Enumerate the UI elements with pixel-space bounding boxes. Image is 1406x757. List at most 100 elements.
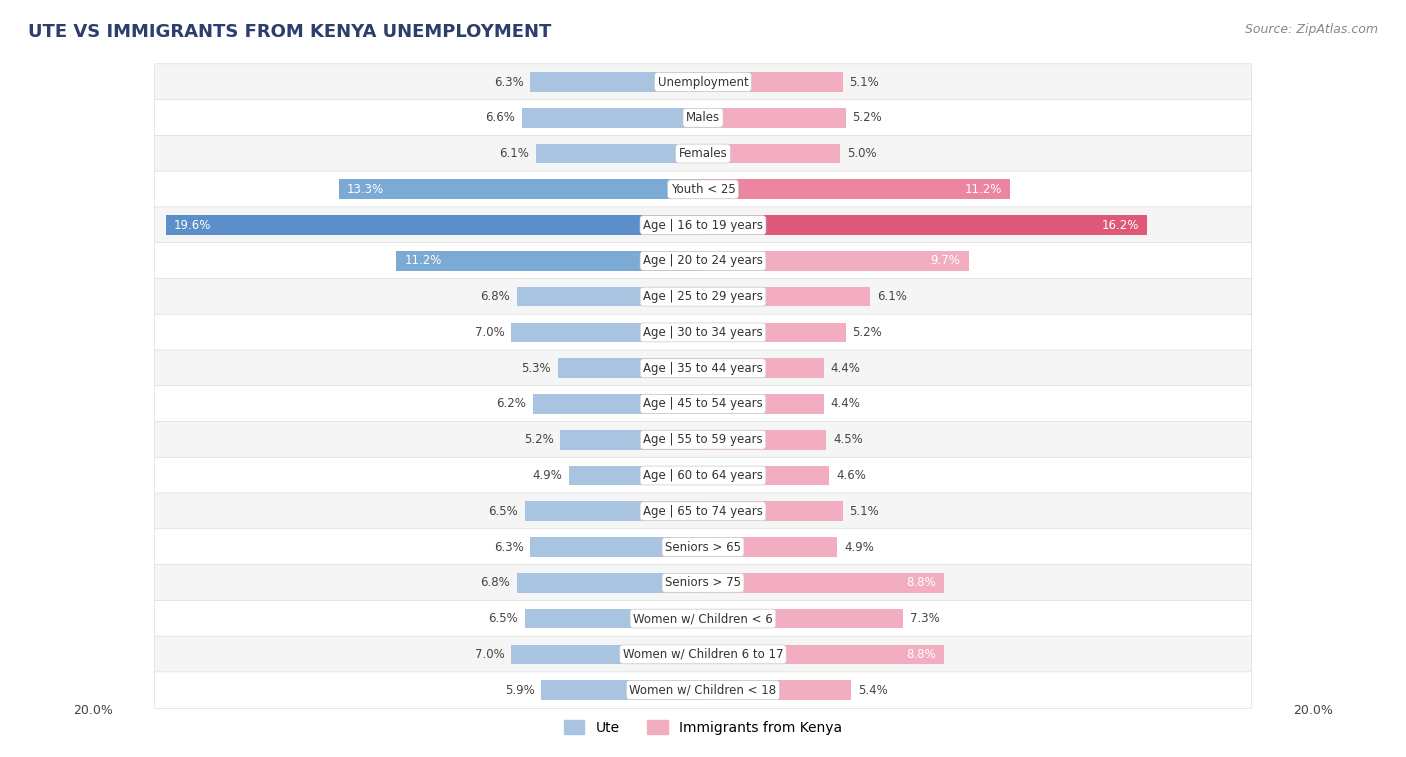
Bar	[512, 322, 703, 342]
Text: Females: Females	[679, 147, 727, 160]
Text: 5.3%: 5.3%	[522, 362, 551, 375]
Text: Seniors > 75: Seniors > 75	[665, 576, 741, 589]
FancyBboxPatch shape	[155, 314, 1251, 350]
Text: Source: ZipAtlas.com: Source: ZipAtlas.com	[1244, 23, 1378, 36]
Text: 4.5%: 4.5%	[834, 433, 863, 446]
Text: 6.3%: 6.3%	[494, 540, 523, 553]
Bar	[516, 573, 703, 593]
Bar	[530, 72, 703, 92]
Text: 5.2%: 5.2%	[524, 433, 554, 446]
Bar	[530, 537, 703, 557]
FancyBboxPatch shape	[155, 457, 1251, 494]
Bar	[703, 358, 824, 378]
Text: Age | 60 to 64 years: Age | 60 to 64 years	[643, 469, 763, 482]
Text: 6.8%: 6.8%	[479, 290, 510, 303]
Text: 5.2%: 5.2%	[852, 111, 882, 124]
Bar	[703, 681, 851, 700]
Bar	[568, 466, 703, 485]
Text: Age | 65 to 74 years: Age | 65 to 74 years	[643, 505, 763, 518]
Text: 6.5%: 6.5%	[488, 505, 517, 518]
Bar	[558, 358, 703, 378]
Text: 6.1%: 6.1%	[499, 147, 529, 160]
Bar	[516, 287, 703, 307]
FancyBboxPatch shape	[155, 207, 1251, 243]
Text: 5.9%: 5.9%	[505, 684, 534, 696]
Text: 4.6%: 4.6%	[837, 469, 866, 482]
Bar	[512, 644, 703, 664]
Text: 6.3%: 6.3%	[494, 76, 523, 89]
FancyBboxPatch shape	[155, 243, 1251, 279]
Text: 4.9%: 4.9%	[844, 540, 875, 553]
FancyBboxPatch shape	[155, 529, 1251, 565]
Bar	[703, 287, 870, 307]
Bar	[166, 215, 703, 235]
FancyBboxPatch shape	[155, 493, 1251, 529]
Bar	[541, 681, 703, 700]
Text: 11.2%: 11.2%	[405, 254, 441, 267]
Text: Age | 30 to 34 years: Age | 30 to 34 years	[643, 326, 763, 339]
Text: Age | 35 to 44 years: Age | 35 to 44 years	[643, 362, 763, 375]
Text: 5.1%: 5.1%	[849, 505, 879, 518]
Text: 5.2%: 5.2%	[852, 326, 882, 339]
Text: 7.0%: 7.0%	[475, 648, 505, 661]
Text: 13.3%: 13.3%	[347, 183, 384, 196]
Text: Youth < 25: Youth < 25	[671, 183, 735, 196]
Bar	[703, 430, 827, 450]
Bar	[703, 501, 842, 521]
Bar	[703, 322, 845, 342]
Bar	[703, 573, 945, 593]
FancyBboxPatch shape	[155, 422, 1251, 458]
Text: 4.9%: 4.9%	[531, 469, 562, 482]
Text: Seniors > 65: Seniors > 65	[665, 540, 741, 553]
Text: 7.3%: 7.3%	[910, 612, 939, 625]
Text: 6.2%: 6.2%	[496, 397, 526, 410]
Text: 6.5%: 6.5%	[488, 612, 517, 625]
Text: 5.4%: 5.4%	[858, 684, 887, 696]
FancyBboxPatch shape	[155, 565, 1251, 601]
Text: 6.8%: 6.8%	[479, 576, 510, 589]
Text: Women w/ Children 6 to 17: Women w/ Children 6 to 17	[623, 648, 783, 661]
Bar	[524, 609, 703, 628]
Text: 19.6%: 19.6%	[174, 219, 211, 232]
Text: 16.2%: 16.2%	[1101, 219, 1139, 232]
Bar	[703, 609, 903, 628]
Bar	[396, 251, 703, 271]
Bar	[703, 251, 969, 271]
Text: 9.7%: 9.7%	[931, 254, 960, 267]
Bar	[703, 466, 830, 485]
Bar	[703, 215, 1147, 235]
Text: Age | 16 to 19 years: Age | 16 to 19 years	[643, 219, 763, 232]
Text: 4.4%: 4.4%	[831, 397, 860, 410]
Legend: Ute, Immigrants from Kenya: Ute, Immigrants from Kenya	[558, 715, 848, 740]
Text: 6.1%: 6.1%	[877, 290, 907, 303]
FancyBboxPatch shape	[155, 136, 1251, 172]
Text: 11.2%: 11.2%	[965, 183, 1001, 196]
Text: Women w/ Children < 6: Women w/ Children < 6	[633, 612, 773, 625]
Text: Unemployment: Unemployment	[658, 76, 748, 89]
FancyBboxPatch shape	[155, 100, 1251, 136]
Text: 20.0%: 20.0%	[1294, 704, 1333, 717]
Bar	[703, 144, 839, 164]
Text: 5.0%: 5.0%	[846, 147, 876, 160]
Text: Women w/ Children < 18: Women w/ Children < 18	[630, 684, 776, 696]
FancyBboxPatch shape	[155, 672, 1251, 709]
FancyBboxPatch shape	[155, 600, 1251, 637]
FancyBboxPatch shape	[155, 350, 1251, 386]
Text: Males: Males	[686, 111, 720, 124]
Text: Age | 45 to 54 years: Age | 45 to 54 years	[643, 397, 763, 410]
Text: 8.8%: 8.8%	[907, 576, 936, 589]
Bar	[522, 108, 703, 128]
Text: 7.0%: 7.0%	[475, 326, 505, 339]
Bar	[703, 644, 945, 664]
Text: Age | 20 to 24 years: Age | 20 to 24 years	[643, 254, 763, 267]
FancyBboxPatch shape	[155, 636, 1251, 672]
Text: Age | 25 to 29 years: Age | 25 to 29 years	[643, 290, 763, 303]
Text: 8.8%: 8.8%	[907, 648, 936, 661]
FancyBboxPatch shape	[155, 64, 1251, 100]
FancyBboxPatch shape	[155, 279, 1251, 315]
Bar	[703, 394, 824, 414]
Text: 20.0%: 20.0%	[73, 704, 112, 717]
Bar	[561, 430, 703, 450]
FancyBboxPatch shape	[155, 171, 1251, 207]
Text: 4.4%: 4.4%	[831, 362, 860, 375]
